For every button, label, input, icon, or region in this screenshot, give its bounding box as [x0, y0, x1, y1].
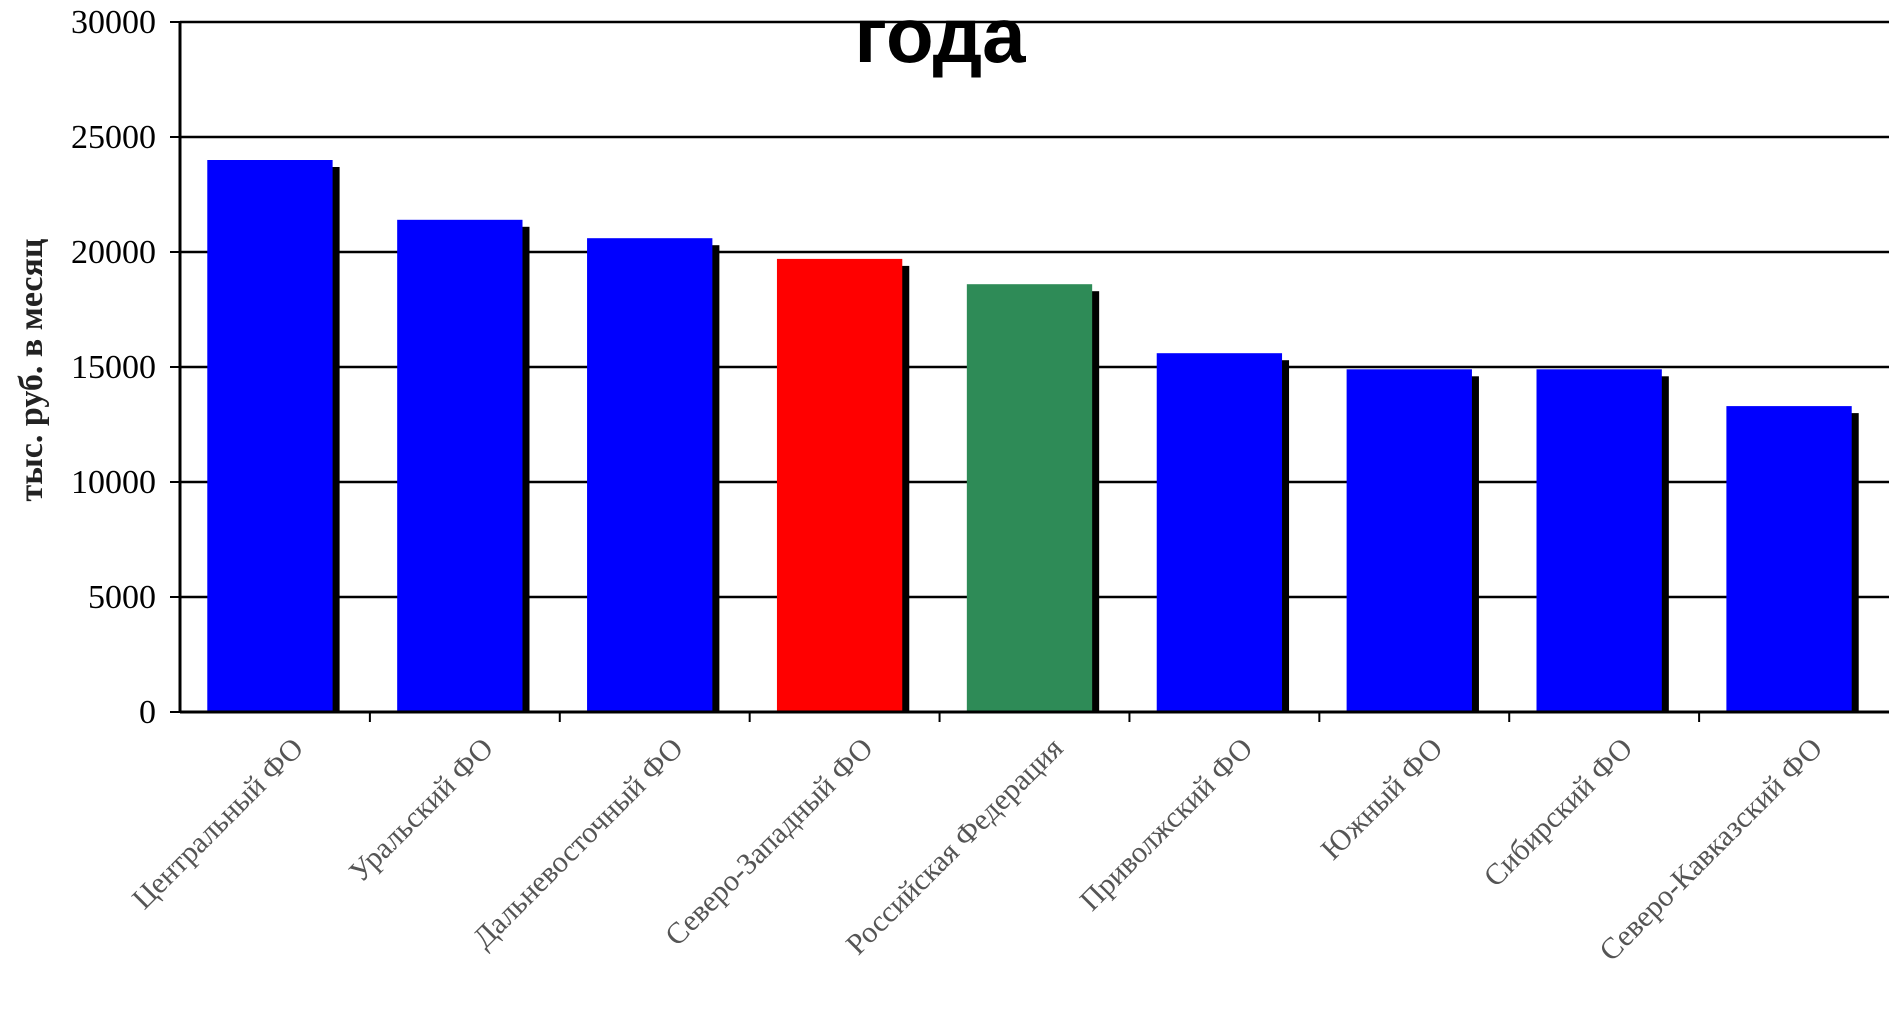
x-category-label: Южный ФО [1315, 732, 1450, 867]
y-tick-label: 5000 [88, 579, 156, 616]
y-tick-label: 10000 [71, 464, 156, 501]
x-category-label: Северо-Западный ФО [659, 732, 880, 953]
bar [397, 219, 523, 713]
bar [1726, 406, 1852, 712]
x-category-label: Приволжский ФО [1074, 732, 1260, 918]
x-axis-ticks: Центральный ФО Уральский ФОДальневосточны… [126, 712, 1829, 968]
y-tick-label: 15000 [71, 349, 156, 386]
y-axis-ticks: 0 5000 10000 15000 20000 25000 30000 [71, 4, 180, 731]
chart-title: года [855, 0, 1027, 79]
x-category-label: Российская Федерация [840, 731, 1070, 961]
x-category-label: Дальневосточный ФО [466, 732, 689, 955]
bar [207, 160, 333, 712]
bar [1156, 353, 1283, 712]
bar [776, 258, 903, 712]
bar [1536, 369, 1662, 712]
bar [1346, 369, 1472, 712]
bar [966, 284, 1093, 712]
y-tick-label: 20000 [71, 234, 156, 271]
bars [207, 160, 1859, 713]
y-axis-label: тыс. руб. в месяц [13, 238, 50, 501]
y-tick-label: 0 [139, 694, 156, 731]
y-tick-label: 30000 [71, 4, 156, 41]
bar [587, 238, 713, 712]
x-category-label: Центральный ФО [126, 732, 310, 916]
x-category-label: Сибирский ФО [1477, 732, 1639, 894]
x-category-label: Уральский ФО [343, 732, 500, 889]
x-category-label: Северо-Кавказский ФО [1593, 732, 1829, 968]
y-tick-label: 25000 [71, 119, 156, 156]
